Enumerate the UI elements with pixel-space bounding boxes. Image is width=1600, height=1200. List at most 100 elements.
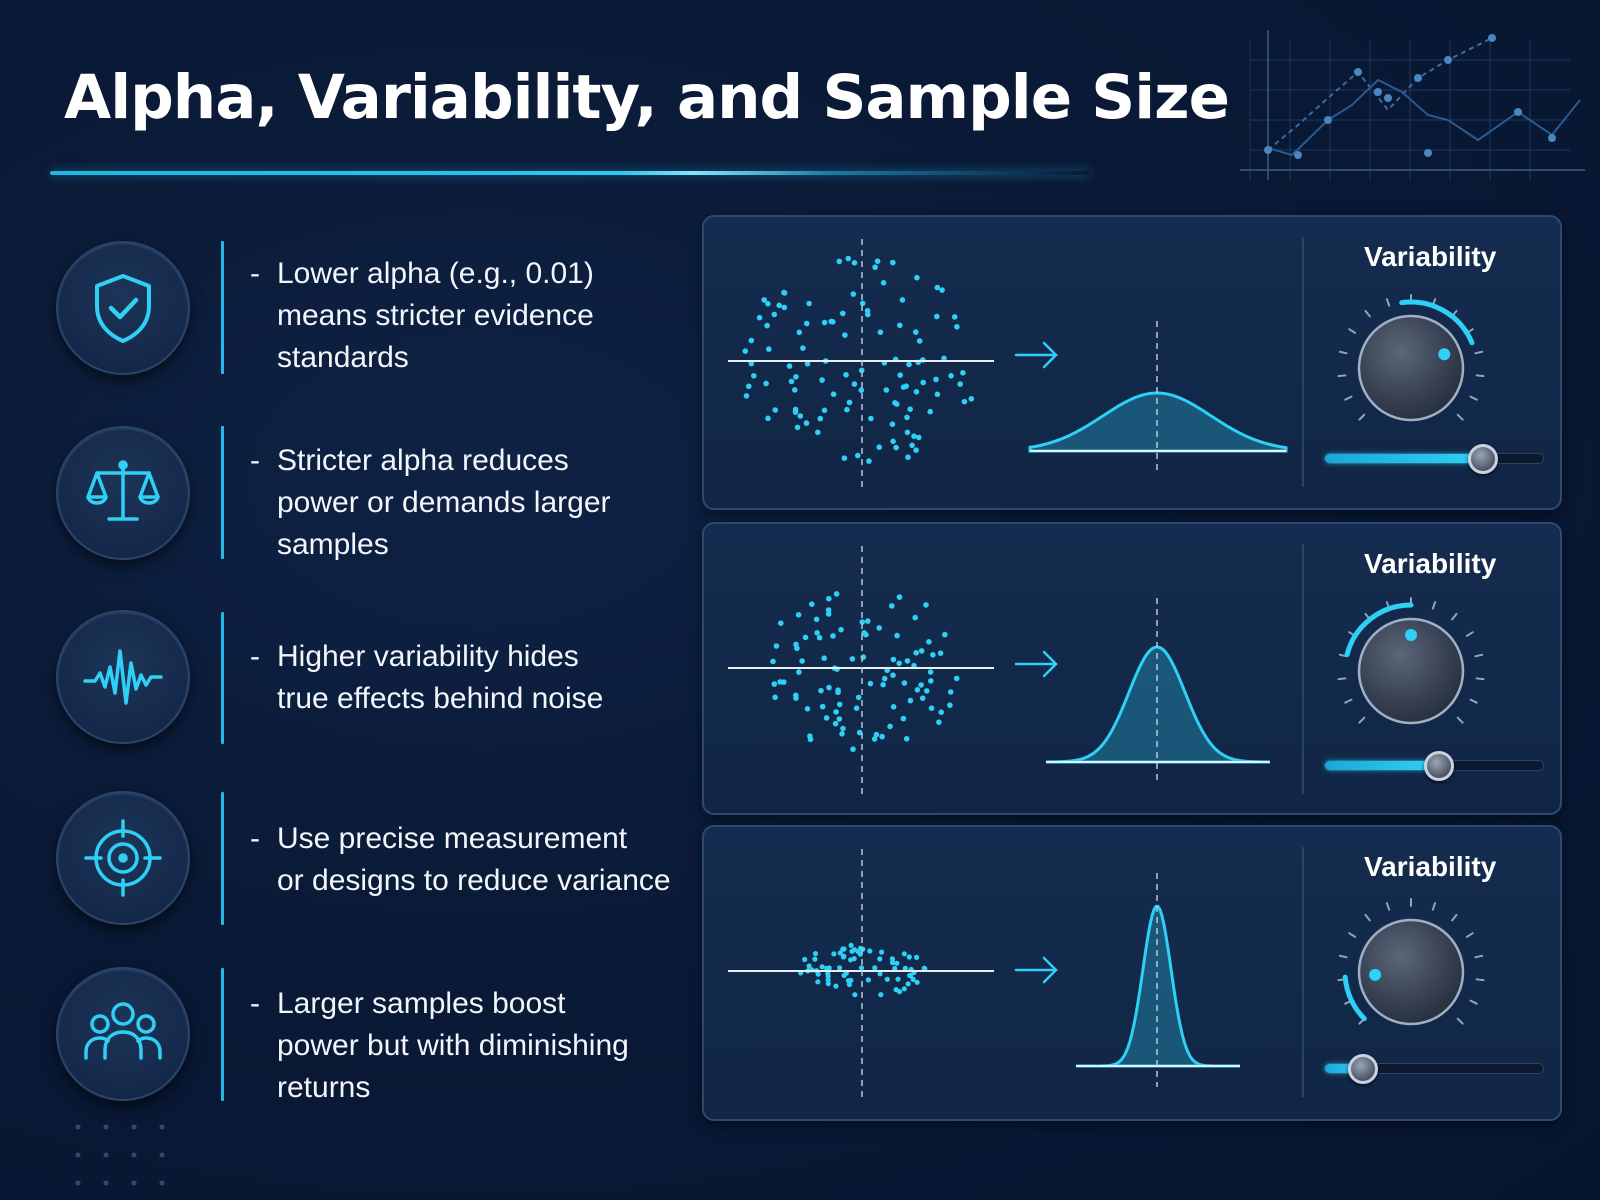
scatter-dot [796,669,802,675]
bullet-label: Higher variability hides true effects be… [277,640,604,715]
scatter-dot [815,429,821,436]
scatter-dot [904,414,910,421]
scatter-dot [821,319,828,326]
knob-tick [1385,298,1391,307]
scatter-dot [833,709,839,715]
variability-panel-high: Variability [702,215,1562,510]
scatter-dot [918,682,924,688]
scatter-dot [927,669,934,675]
scatter-dot [907,406,913,412]
scatter-dot [850,291,857,297]
bullet-text: - Higher variability hides true effects … [250,636,603,720]
scatter-dot [850,746,856,752]
variability-slider[interactable] [1324,1054,1544,1084]
scatter-dot [765,301,771,307]
scatter-dot [816,634,823,641]
slider-thumb[interactable] [1467,444,1498,474]
scatter-dot [836,716,843,722]
scatter-dot [751,373,757,379]
scatter-dot [851,381,858,387]
bullet-text: - Use precise measurement or designs to … [250,818,671,902]
decorative-dot-grid [75,1124,165,1186]
scatter-dots [798,942,928,998]
knob-tick [1358,413,1366,421]
scatter-dot [809,601,815,607]
scatter-dot [883,387,890,393]
scatter-dot [928,705,935,711]
scatter-dot [919,695,926,701]
scatter-dot [867,948,873,954]
crosshair-target-icon [84,819,162,897]
scatter-dot [876,444,882,450]
bullet-divider [221,612,224,744]
variability-slider[interactable] [1324,751,1544,781]
scatter-dot [858,965,865,971]
knob-tick [1475,374,1485,378]
variability-knob[interactable] [1316,586,1546,766]
scatter-dot [865,618,871,624]
scatter-dot [953,675,960,682]
knob-level-arc [1342,974,1367,1022]
scatter-dot [934,284,941,291]
scatter-dot [813,616,820,623]
scatter-dot [901,986,907,992]
scatter-dots [742,255,975,464]
scatter-dot [818,687,824,694]
knob-level-arc [1344,602,1414,658]
scatter-dot [836,701,843,708]
arrow-right-icon [1014,956,1058,984]
scatter-dot [894,632,900,639]
scatter-dot [899,297,906,303]
slider-fill [1325,761,1439,770]
scatter-dot [889,956,895,962]
scatter-dot [804,320,810,327]
scatter-dot [849,948,855,954]
scatter-dot [914,274,920,281]
variability-label: Variability [1364,241,1497,272]
knob-indicator [1369,968,1382,981]
knob-tick [1431,902,1437,911]
scatter-dot [874,258,881,264]
scatter-dot [906,361,912,368]
scatter-dot [913,650,919,656]
scatter-dot [792,387,798,393]
scatter-dot [776,302,782,309]
scatter-dot [830,633,836,639]
scatter-dot [773,643,780,649]
slider-thumb[interactable] [1424,751,1455,781]
panel-divider [1302,237,1304,487]
scatter-dot [951,314,958,320]
scatter-dot [881,675,888,682]
scatter-dot [904,658,911,664]
knob-dial [1357,314,1465,422]
bullet-label: Larger samples boost power but with dimi… [277,987,629,1104]
slider-fill [1325,1064,1363,1073]
scatter-dot [795,612,802,618]
scatter-dot [841,455,848,461]
distribution-curve [1076,904,1240,1068]
scatter-dot [895,976,901,982]
knob-tick [1456,1017,1464,1025]
variability-slider[interactable] [1324,444,1544,474]
scatter-dot [920,379,926,386]
people-group-icon [84,1002,162,1060]
scatter-dot [890,259,896,266]
knob-tick [1465,631,1474,637]
knob-level-arc [1399,299,1475,346]
knob-tick [1348,328,1357,334]
scatter-dot [849,656,856,662]
slider-thumb[interactable] [1348,1054,1379,1084]
scatter-dot [879,733,885,740]
knob-tick [1344,395,1353,401]
scatter-dot [916,434,922,441]
variability-knob[interactable] [1316,283,1546,463]
scatter-dot [833,983,839,989]
scatter-dot [890,960,896,966]
scatter-dot [806,300,812,307]
scatter-dot [817,415,824,422]
scatter-dot [855,452,861,459]
variability-knob[interactable] [1316,887,1546,1067]
scatter-dot [748,337,755,344]
scatter-dot [806,963,812,969]
variability-label: Variability [1364,851,1497,882]
